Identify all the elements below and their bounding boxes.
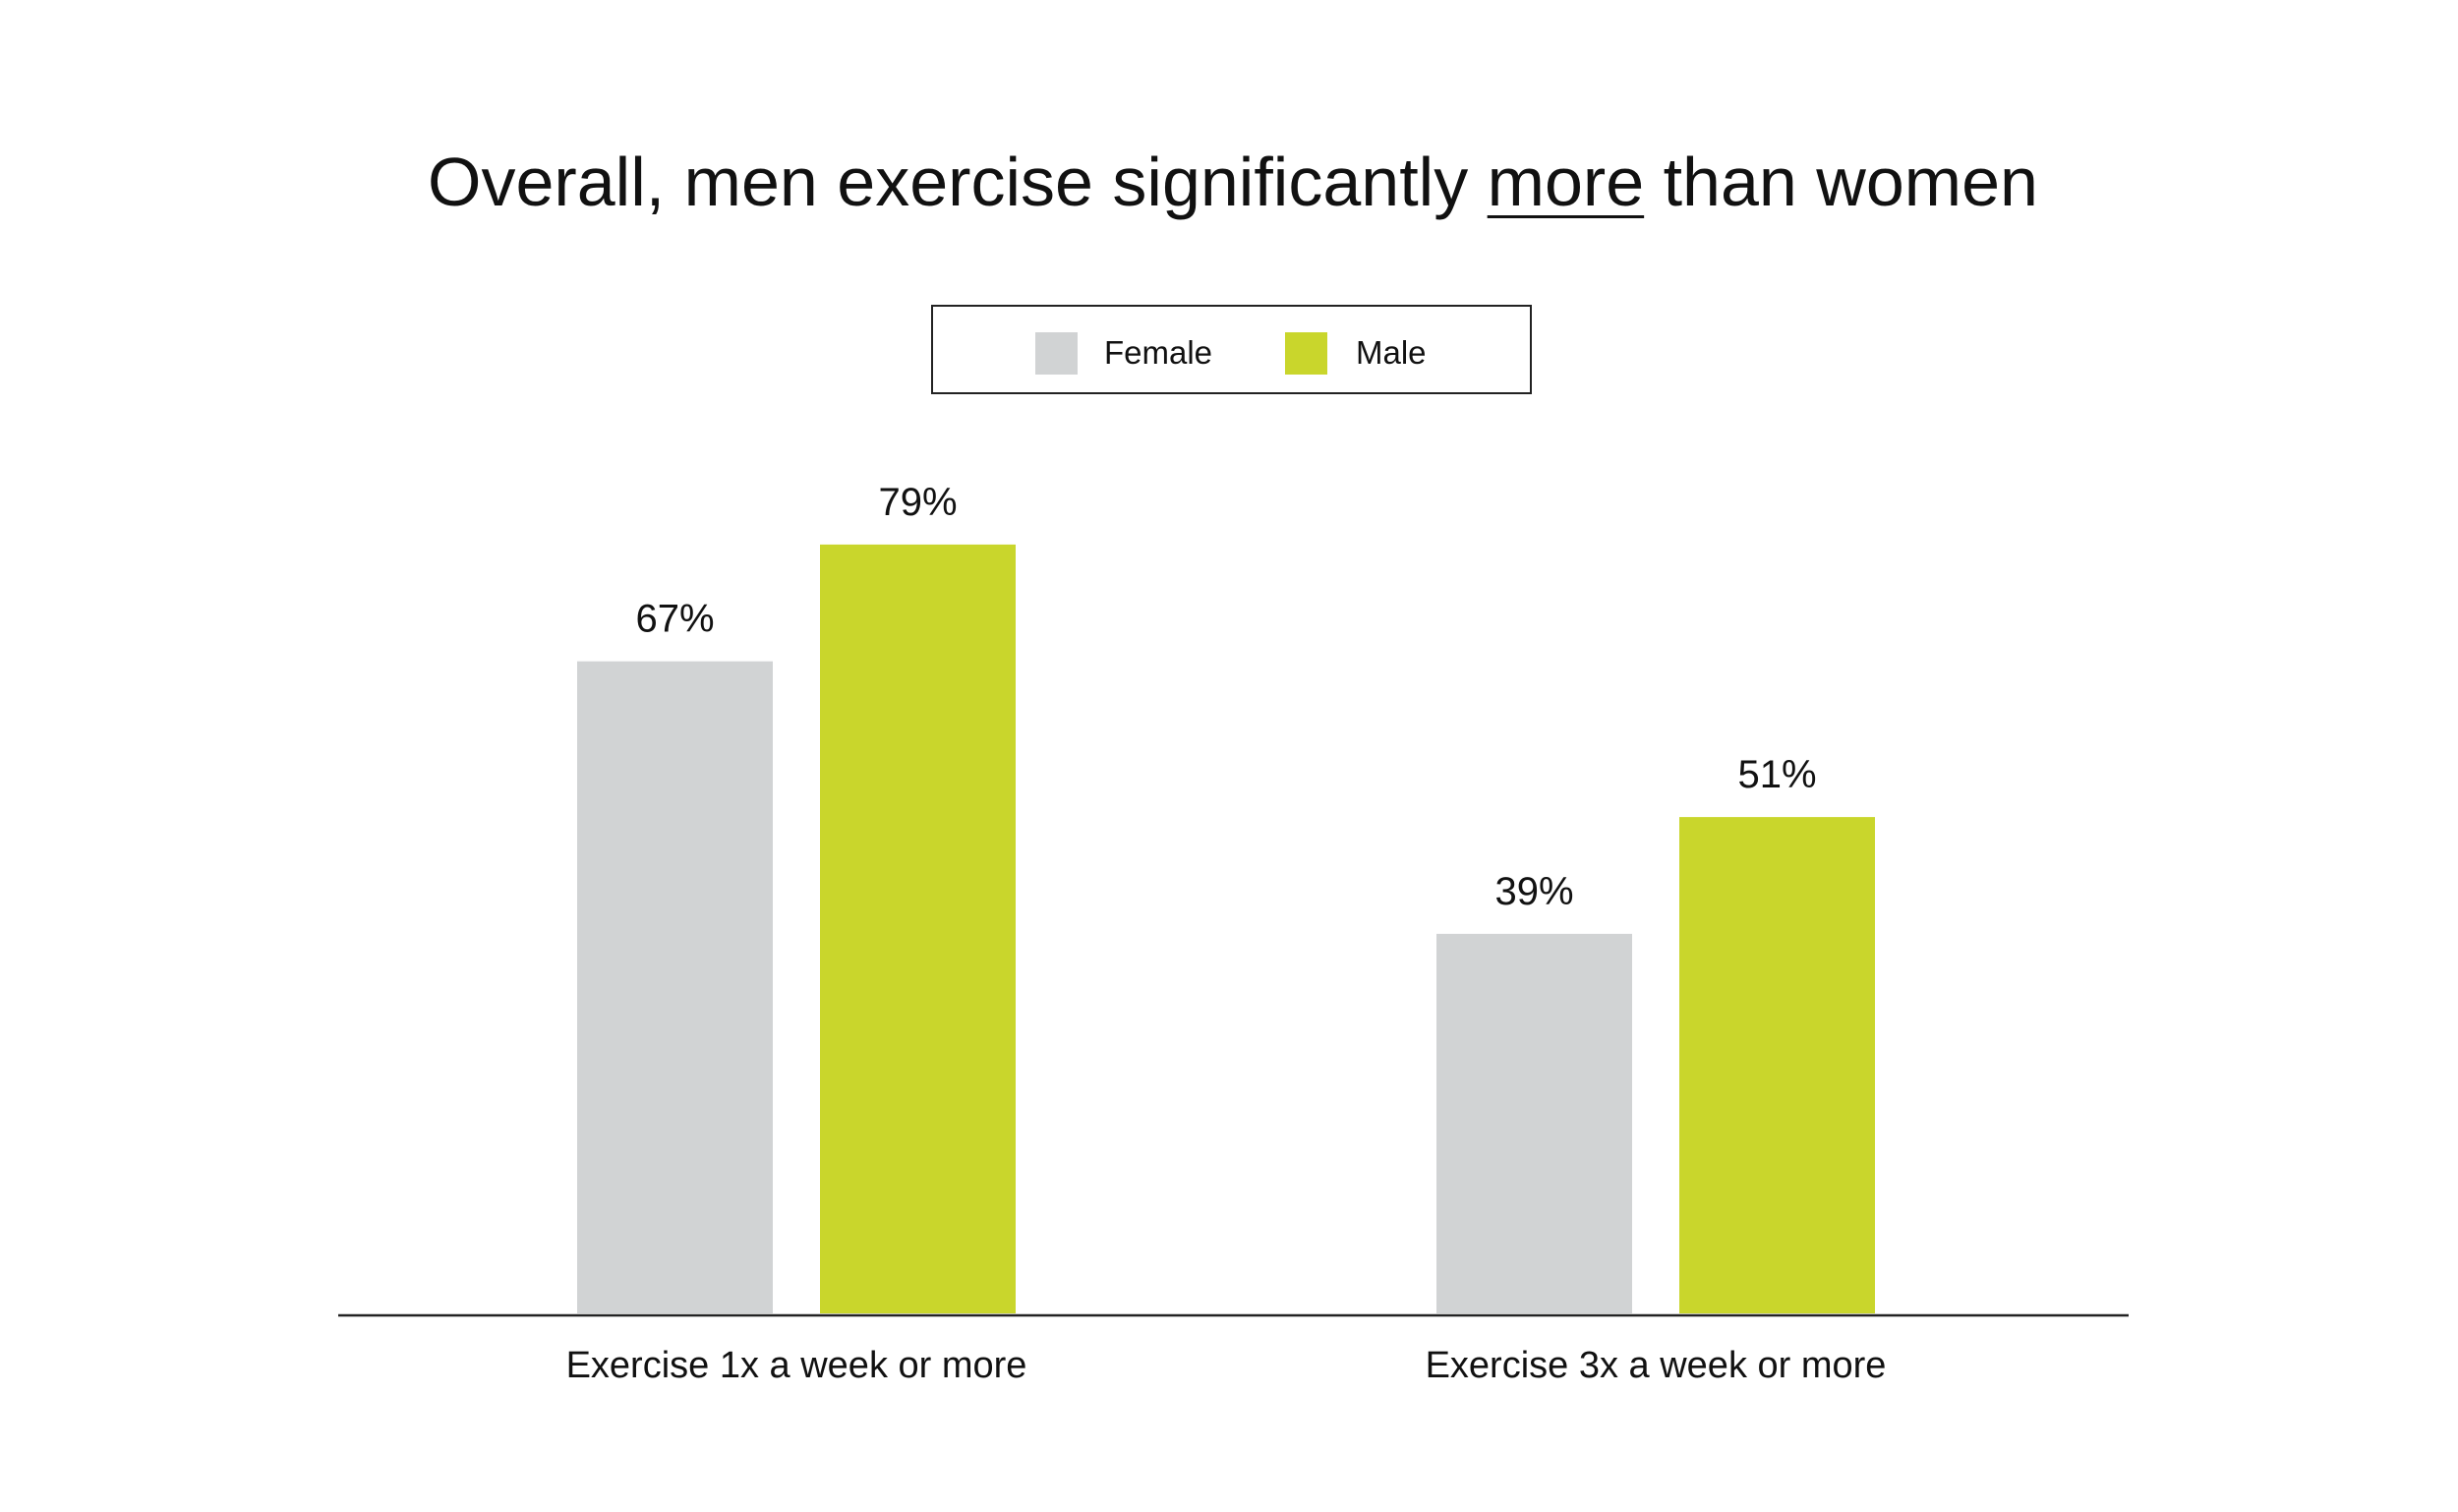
legend-swatch-female [1035, 332, 1078, 375]
title-text: Overall, men exercise significantly [428, 144, 1488, 220]
bar-female-2 [1436, 933, 1632, 1313]
data-label: 39% [1494, 870, 1573, 913]
title-text-end: than women [1644, 144, 2038, 220]
legend-label-female: Female [1104, 334, 1213, 371]
legend-swatch-male [1285, 332, 1327, 375]
bar-male-1 [820, 544, 1016, 1313]
category-label: Exercise 3x a week or more [1426, 1345, 1887, 1386]
bar-female-1 [577, 661, 773, 1313]
chart-title: Overall, men exercise significantly more… [0, 138, 2458, 226]
legend-label-male: Male [1356, 334, 1427, 371]
category-label: Exercise 1x a week or more [566, 1345, 1027, 1386]
data-label: 79% [878, 481, 957, 524]
data-label: 67% [635, 598, 714, 641]
legend: Female Male [931, 305, 1532, 394]
data-label: 51% [1737, 753, 1816, 796]
bar-male-2 [1679, 817, 1875, 1313]
title-emphasis: more [1487, 144, 1645, 220]
